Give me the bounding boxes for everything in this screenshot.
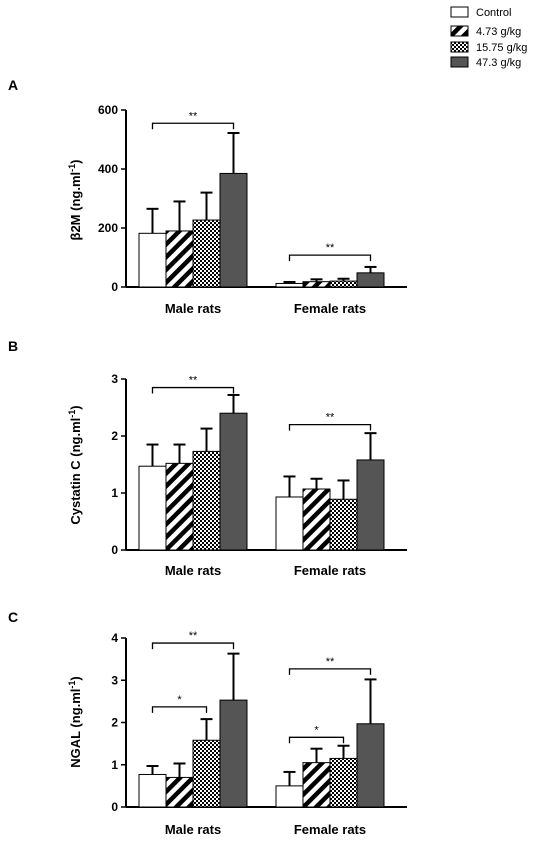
y-tick-label: 0 bbox=[111, 800, 118, 814]
panel-b: B 0 1 2 3 Cystatin C (ng.ml-1) Male rats Female… bbox=[8, 338, 407, 578]
significance-label: ** bbox=[326, 242, 335, 254]
y-tick-label: 3 bbox=[111, 673, 118, 687]
legend-label-1: Control bbox=[476, 7, 511, 19]
y-tick-label: 0 bbox=[111, 543, 118, 557]
significance-bracket bbox=[288, 423, 372, 431]
significance-bracket bbox=[151, 386, 235, 394]
legend-swatch-4 bbox=[450, 56, 469, 68]
bar-male-rats-1 bbox=[138, 773, 167, 808]
bar-female-rats-4 bbox=[356, 459, 385, 551]
legend-swatch-1 bbox=[450, 6, 469, 18]
y-tick-label: 4 bbox=[111, 631, 118, 645]
bar-male-rats-3 bbox=[192, 219, 221, 288]
bar-female-rats-3 bbox=[329, 280, 358, 288]
x-category-label: Male rats bbox=[165, 301, 221, 316]
y-axis-label-superscript: -1 bbox=[67, 410, 77, 418]
x-category-label: Female rats bbox=[294, 301, 366, 316]
y-axis-label: NGAL (ng.ml-1) bbox=[67, 676, 83, 768]
significance-bracket bbox=[288, 254, 372, 262]
y-axis-label: β2M (ng.ml-1) bbox=[67, 160, 83, 241]
significance-bracket bbox=[288, 736, 345, 744]
y-axis-label-close: ) bbox=[68, 160, 83, 164]
panel-c: C 0 1 2 3 4 NGAL (ng.ml-1) Male rats Female rats… bbox=[8, 609, 407, 837]
panel-label: B bbox=[8, 338, 18, 354]
y-tick-label: 200 bbox=[98, 221, 118, 235]
bar-male-rats-2 bbox=[165, 776, 194, 808]
bar-female-rats-4 bbox=[356, 272, 385, 288]
legend-swatch-2 bbox=[450, 25, 469, 37]
y-axis-label-text: NGAL (ng.ml bbox=[68, 689, 83, 768]
bar-female-rats-3 bbox=[329, 757, 358, 808]
legend-label-2: 4.73 g/kg bbox=[476, 26, 521, 38]
bar-male-rats-2 bbox=[165, 462, 194, 551]
bar-male-rats-4 bbox=[219, 699, 248, 808]
bar-female-rats-2 bbox=[302, 281, 331, 288]
bar-male-rats-4 bbox=[219, 172, 248, 288]
x-category-label: Female rats bbox=[294, 822, 366, 837]
bar-female-rats-4 bbox=[356, 723, 385, 808]
bar-male-rats-2 bbox=[165, 230, 194, 288]
y-tick-label: 400 bbox=[98, 162, 118, 176]
significance-label: ** bbox=[189, 110, 198, 122]
bar-female-rats-1 bbox=[275, 496, 304, 551]
significance-bracket bbox=[288, 668, 372, 675]
significance-bracket bbox=[151, 642, 235, 650]
significance-label: ** bbox=[326, 412, 335, 424]
bar-male-rats-1 bbox=[138, 465, 167, 551]
panel-label: C bbox=[8, 609, 18, 625]
bar-female-rats-2 bbox=[302, 488, 331, 551]
panel-a: A 0 200 400 600 β2M (ng.ml-1) Male rats Female … bbox=[8, 77, 407, 316]
significance-bracket bbox=[151, 706, 208, 713]
y-axis-label-close: ) bbox=[68, 676, 83, 680]
significance-bracket bbox=[151, 122, 235, 130]
legend: Control 4.73 g/kg 15.75 g/kg 47.3 g/kg bbox=[450, 6, 527, 69]
significance-label: ** bbox=[189, 630, 198, 642]
panel-label: A bbox=[8, 77, 18, 93]
y-tick-label: 0 bbox=[111, 280, 118, 294]
bar-male-rats-1 bbox=[138, 232, 167, 288]
bar-female-rats-1 bbox=[275, 785, 304, 808]
significance-label: * bbox=[314, 724, 319, 736]
y-tick-label: 1 bbox=[111, 758, 118, 772]
bar-female-rats-1 bbox=[275, 282, 304, 288]
y-tick-label: 3 bbox=[111, 372, 118, 386]
x-category-label: Female rats bbox=[294, 563, 366, 578]
legend-label-4: 47.3 g/kg bbox=[476, 57, 521, 69]
y-axis-label-text: Cystatin C (ng.ml bbox=[68, 418, 83, 525]
y-tick-label: 2 bbox=[111, 716, 118, 730]
bar-female-rats-2 bbox=[302, 762, 331, 808]
bar-male-rats-3 bbox=[192, 739, 221, 808]
x-category-label: Male rats bbox=[165, 563, 221, 578]
significance-label: * bbox=[177, 694, 182, 706]
bar-male-rats-4 bbox=[219, 412, 248, 551]
bar-male-rats-3 bbox=[192, 450, 221, 551]
x-category-label: Male rats bbox=[165, 822, 221, 837]
y-axis-label: Cystatin C (ng.ml-1) bbox=[67, 405, 83, 524]
legend-swatch-3 bbox=[450, 41, 469, 53]
y-tick-label: 1 bbox=[111, 486, 118, 500]
y-axis-label-text: β2M (ng.ml bbox=[68, 172, 83, 241]
bar-female-rats-3 bbox=[329, 498, 358, 551]
y-axis-label-superscript: -1 bbox=[67, 681, 77, 689]
legend-label-3: 15.75 g/kg bbox=[476, 42, 527, 54]
y-tick-label: 600 bbox=[98, 103, 118, 117]
y-tick-label: 2 bbox=[111, 429, 118, 443]
significance-label: ** bbox=[326, 656, 335, 668]
significance-label: ** bbox=[189, 375, 198, 387]
y-axis-label-close: ) bbox=[68, 405, 83, 409]
y-axis-label-superscript: -1 bbox=[67, 164, 77, 172]
